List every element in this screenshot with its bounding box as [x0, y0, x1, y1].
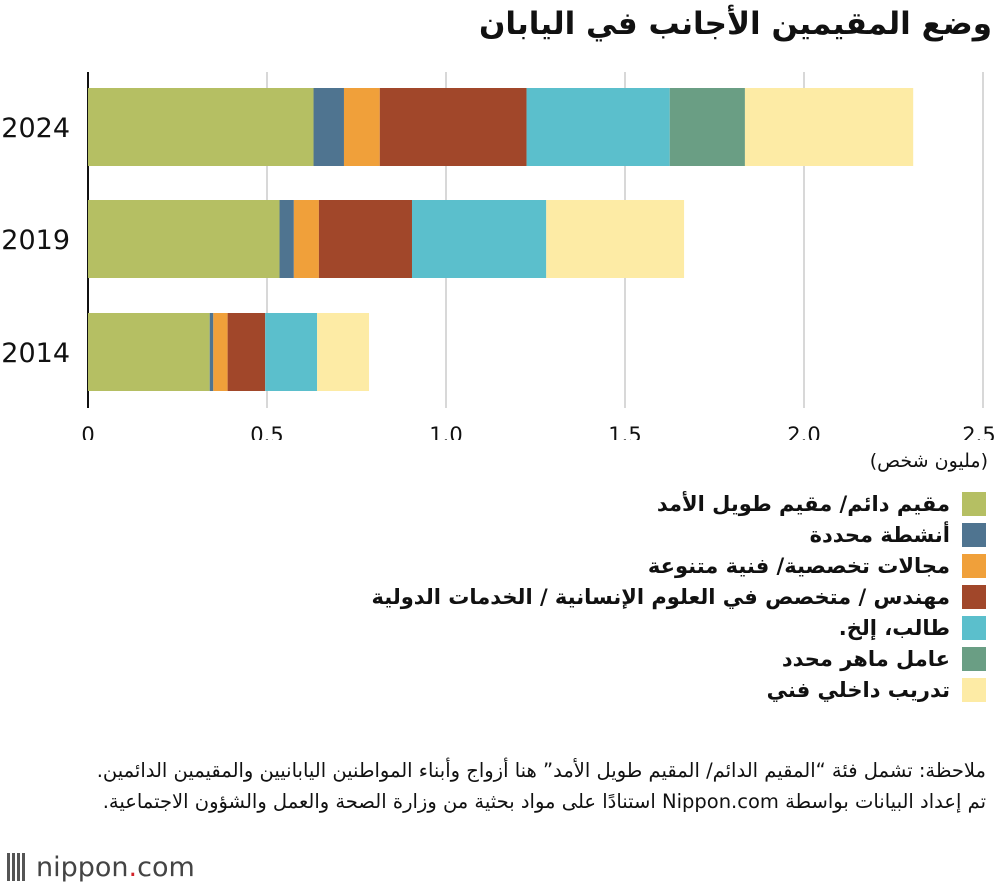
nippon-logo: nippon. com	[6, 850, 195, 884]
bar-segment	[293, 200, 319, 278]
x-tick-label: 0.5	[250, 423, 283, 440]
legend-swatch	[962, 584, 986, 609]
bar-segment	[213, 313, 228, 391]
legend-swatch	[962, 677, 986, 702]
x-tick-label: 1.0	[429, 423, 462, 440]
legend-label: تدريب داخلي فني	[766, 677, 950, 702]
page-title: وضع المقيمين الأجانب في اليابان	[478, 6, 992, 42]
source-text: تم إعداد البيانات بواسطة Nippon.com استن…	[102, 790, 986, 813]
note-text: ملاحظة: تشمل فئة “المقيم الدائم/ المقيم …	[96, 759, 986, 782]
bars	[88, 88, 914, 391]
logo-suffix: com	[137, 851, 195, 883]
legend-item: أنشطة محددة	[226, 519, 986, 550]
y-tick-label: 2019	[1, 225, 70, 256]
bar-segment	[669, 88, 745, 166]
logo-mark-icon	[7, 853, 25, 881]
bar-segment	[88, 313, 210, 391]
bar-segment	[318, 200, 412, 278]
bar-segment	[88, 200, 280, 278]
legend-item: مجالات تخصصية/ فنية متنوعة	[226, 550, 986, 581]
y-tick-label: 2014	[1, 338, 70, 369]
bar-segment	[313, 88, 344, 166]
legend-item: عامل ماهر محدد	[226, 643, 986, 674]
logo-prefix: nippon	[36, 851, 129, 883]
legend-label: مهندس / متخصص في العلوم الإنسانية / الخد…	[371, 584, 950, 609]
bar-segment	[411, 200, 547, 278]
legend-swatch	[962, 491, 986, 516]
bar-segment	[526, 88, 670, 166]
bar-segment	[317, 313, 370, 391]
legend-swatch	[962, 646, 986, 671]
legend-label: مقيم دائم/ مقيم طويل الأمد	[656, 491, 950, 516]
legend-label: طالب، إلخ.	[838, 615, 950, 640]
legend-swatch	[962, 615, 986, 640]
axis-labels: 0 0.5 1.0 1.5 2.0 2.5 2024 2019 2014	[1, 113, 995, 440]
y-tick-label: 2024	[1, 113, 70, 144]
bar-segment	[279, 200, 294, 278]
legend: مقيم دائم/ مقيم طويل الأمد أنشطة محددة مجا…	[226, 488, 986, 705]
legend-item: تدريب داخلي فني	[226, 674, 986, 705]
notes: ملاحظة: تشمل فئة “المقيم الدائم/ المقيم …	[36, 755, 986, 817]
bar-segment	[379, 88, 527, 166]
bar-segment	[343, 88, 380, 166]
legend-label: عامل ماهر محدد	[781, 646, 950, 671]
legend-swatch	[962, 553, 986, 578]
legend-label: أنشطة محددة	[809, 522, 950, 547]
bar-segment	[88, 88, 314, 166]
x-tick-label: 0	[81, 423, 94, 440]
legend-item: مقيم دائم/ مقيم طويل الأمد	[226, 488, 986, 519]
stacked-bar-chart: 0 0.5 1.0 1.5 2.0 2.5 2024 2019 2014	[1, 72, 996, 440]
logo-dot: .	[128, 851, 138, 883]
legend-item: طالب، إلخ.	[226, 612, 986, 643]
bar-segment	[546, 200, 685, 278]
legend-item: مهندس / متخصص في العلوم الإنسانية / الخد…	[226, 581, 986, 612]
bar-segment	[209, 313, 214, 391]
x-tick-label: 1.5	[608, 423, 641, 440]
bar-segment	[744, 88, 914, 166]
x-axis-unit-label: (مليون شخص)	[869, 450, 988, 472]
x-tick-label: 2.0	[787, 423, 820, 440]
legend-label: مجالات تخصصية/ فنية متنوعة	[647, 553, 950, 578]
x-tick-label: 2.5	[962, 423, 995, 440]
bar-segment	[227, 313, 266, 391]
legend-swatch	[962, 522, 986, 547]
bar-segment	[265, 313, 318, 391]
